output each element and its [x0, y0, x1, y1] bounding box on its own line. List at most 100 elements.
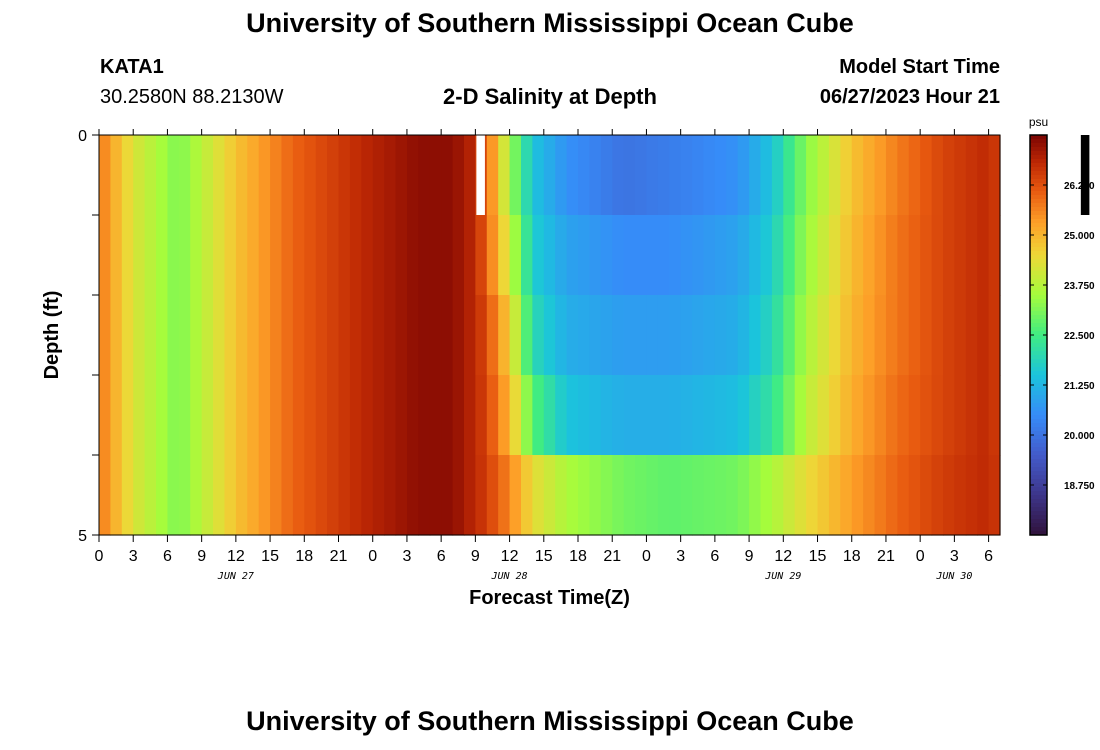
colorbar-segment	[1030, 211, 1047, 216]
heatmap-cell	[349, 135, 362, 216]
heatmap-cell	[384, 295, 397, 376]
heatmap-cell	[452, 455, 465, 536]
colorbar-segment	[1030, 223, 1047, 228]
heatmap-cell	[418, 295, 431, 376]
colorbar-segment	[1030, 227, 1047, 232]
heatmap-cell	[771, 215, 784, 296]
heatmap-cell	[406, 215, 419, 296]
heatmap-cell	[908, 135, 921, 216]
x-tick-label: 9	[745, 548, 754, 565]
heatmap-cell	[338, 215, 351, 296]
heatmap-cell	[851, 375, 864, 456]
heatmap-cell	[874, 215, 887, 296]
colorbar-segment	[1030, 271, 1047, 276]
colorbar-segment	[1030, 295, 1047, 300]
heatmap-cell	[463, 295, 476, 376]
heatmap-cell	[543, 455, 556, 536]
heatmap-cell	[292, 375, 305, 456]
heatmap-cell	[201, 455, 214, 536]
colorbar-segment	[1030, 527, 1047, 532]
heatmap-cell	[258, 215, 271, 296]
colorbar-segment	[1030, 283, 1047, 288]
heatmap-cell	[942, 135, 955, 216]
heatmap-cell	[612, 375, 625, 456]
heatmap-cell	[144, 215, 157, 296]
heatmap-cell	[623, 295, 636, 376]
heatmap-cell	[806, 295, 819, 376]
heatmap-cell	[806, 215, 819, 296]
heatmap-cell	[372, 295, 385, 376]
heatmap-cell	[247, 135, 260, 216]
heatmap-cell	[475, 295, 488, 376]
colorbar-segment	[1030, 263, 1047, 268]
colorbar-segment	[1030, 371, 1047, 376]
heatmap-cell	[372, 135, 385, 216]
heatmap-cell	[224, 135, 237, 216]
heatmap-cell	[703, 375, 716, 456]
colorbar-segment	[1030, 471, 1047, 476]
heatmap-cell	[361, 215, 374, 296]
heatmap-cell	[714, 135, 727, 216]
heatmap-cell	[840, 295, 853, 376]
date-label: JUN 30	[935, 571, 972, 582]
heatmap-cell	[281, 375, 294, 456]
colorbar-segment	[1030, 215, 1047, 220]
heatmap-cell	[589, 375, 602, 456]
heatmap-cell	[635, 135, 648, 216]
heatmap-cell	[441, 135, 454, 216]
heatmap-cell	[897, 295, 910, 376]
colorbar-segment	[1030, 351, 1047, 356]
heatmap-cells	[99, 135, 1001, 536]
colorbar-segment	[1030, 367, 1047, 372]
heatmap-cell	[703, 215, 716, 296]
heatmap-cell	[646, 295, 659, 376]
colorbar-segment	[1030, 503, 1047, 508]
main-title: University of Southern Mississippi Ocean…	[246, 8, 854, 38]
heatmap-cell	[178, 375, 191, 456]
heatmap-cell	[452, 295, 465, 376]
colorbar: 26.250 25.000 23.750 22.500 21.250 20.000 18.7…	[1029, 134, 1095, 536]
colorbar-tick-label: 22.500	[1064, 331, 1095, 342]
colorbar-segment	[1030, 403, 1047, 408]
colorbar-segment	[1030, 415, 1047, 420]
heatmap-cell	[315, 455, 328, 536]
heatmap-cell	[714, 455, 727, 536]
colorbar-segment	[1030, 383, 1047, 388]
heatmap-cell	[441, 295, 454, 376]
x-axis-title: Forecast Time(Z)	[469, 587, 630, 609]
heatmap-cell	[258, 375, 271, 456]
heatmap-cell	[988, 375, 1001, 456]
colorbar-segment	[1030, 487, 1047, 492]
heatmap-cell	[749, 135, 762, 216]
heatmap-cell	[509, 375, 522, 456]
heatmap-cell	[885, 215, 898, 296]
colorbar-segment	[1030, 247, 1047, 252]
x-tick-label: 15	[535, 548, 553, 565]
colorbar-segment	[1030, 523, 1047, 528]
colorbar-segment	[1030, 307, 1047, 312]
colorbar-segment	[1030, 267, 1047, 272]
heatmap-cell	[418, 455, 431, 536]
colorbar-segment	[1030, 531, 1047, 536]
heatmap-cell	[555, 295, 568, 376]
heatmap-cell	[543, 135, 556, 216]
model-start-label: Model Start Time	[839, 56, 1000, 78]
heatmap-cell	[646, 215, 659, 296]
station-id: KATA1	[100, 56, 164, 78]
heatmap-cell	[771, 375, 784, 456]
x-tick-label: 21	[877, 548, 895, 565]
missing-data-marks	[476, 135, 1090, 215]
date-label: JUN 27	[217, 571, 254, 582]
heatmap-cell	[692, 295, 705, 376]
x-tick-label: 6	[710, 548, 719, 565]
colorbar-segment	[1030, 319, 1047, 324]
heatmap-cell	[395, 295, 408, 376]
heatmap-cell	[977, 375, 990, 456]
x-tick-label: 18	[295, 548, 313, 565]
heatmap-cell	[315, 215, 328, 296]
heatmap-cell	[942, 455, 955, 536]
heatmap-cell	[635, 295, 648, 376]
heatmap-cell	[418, 135, 431, 216]
heatmap-cell	[771, 135, 784, 216]
heatmap-cell	[954, 215, 967, 296]
